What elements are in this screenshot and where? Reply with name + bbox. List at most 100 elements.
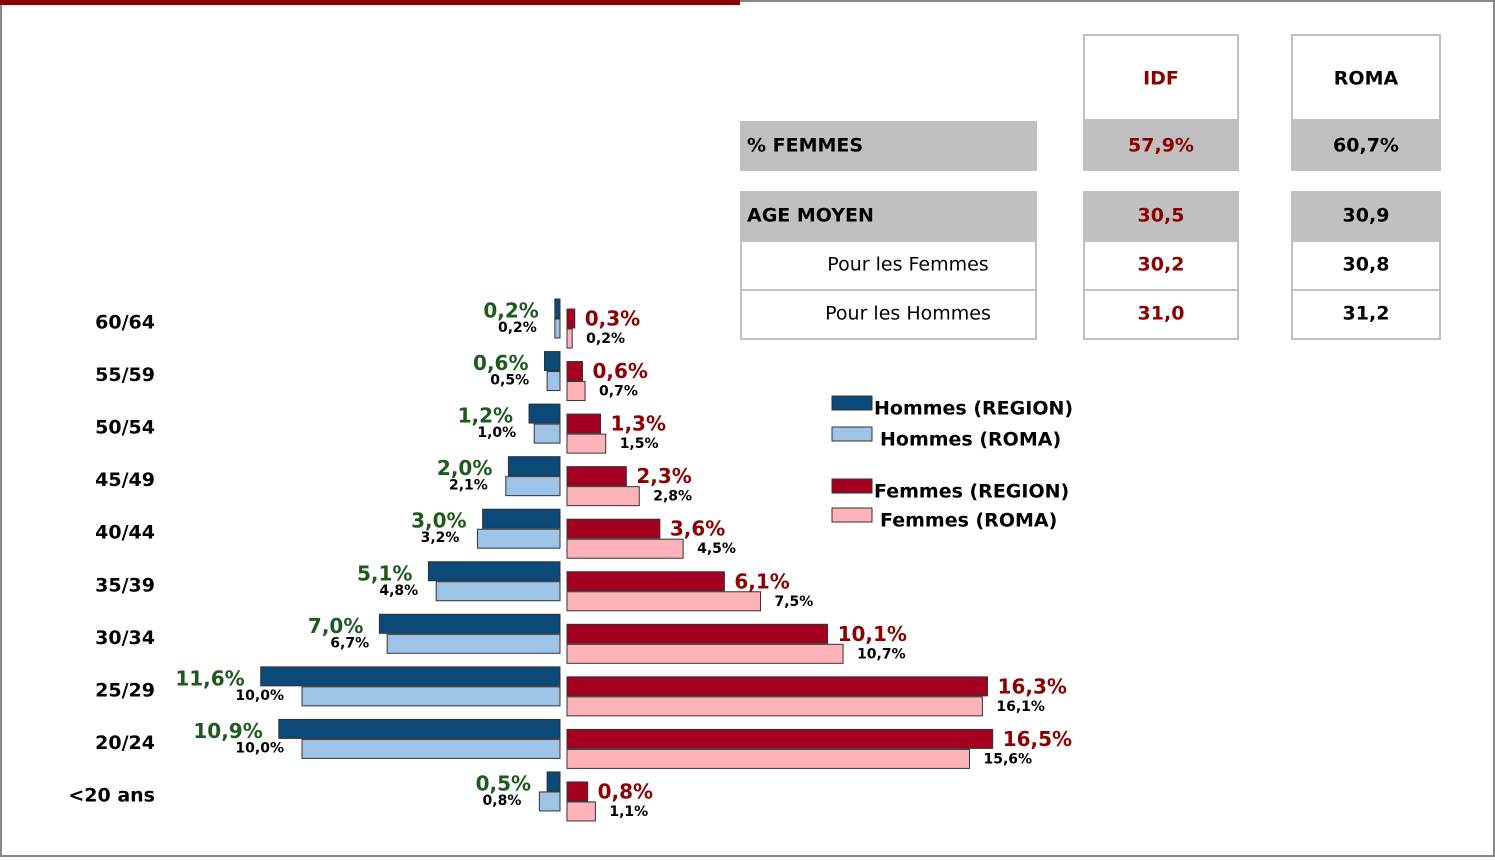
value-label: 4,5% bbox=[697, 541, 736, 557]
bar bbox=[378, 613, 561, 634]
bar bbox=[301, 738, 561, 759]
value-label: 1,2% bbox=[458, 404, 513, 428]
bar bbox=[533, 423, 561, 444]
bar bbox=[538, 791, 561, 812]
cell: 30,2 bbox=[1138, 254, 1185, 276]
legend-label: Hommes (ROMA) bbox=[880, 429, 1061, 451]
bar bbox=[386, 633, 561, 654]
legend-swatch bbox=[831, 395, 873, 411]
value-label: 0,3% bbox=[585, 307, 640, 331]
category-label: 60/64 bbox=[95, 312, 155, 334]
value-label: 7,5% bbox=[775, 594, 814, 610]
category-label: 55/59 bbox=[95, 364, 155, 386]
row-cell bbox=[740, 289, 1037, 340]
legend-swatch bbox=[831, 426, 873, 442]
table bbox=[740, 34, 1441, 340]
bar bbox=[566, 748, 970, 769]
bar bbox=[554, 318, 561, 339]
legend-swatch bbox=[831, 507, 873, 523]
row-cell bbox=[1291, 289, 1441, 340]
bar bbox=[566, 308, 576, 329]
row-cell bbox=[1083, 191, 1239, 241]
value-label: 0,2% bbox=[586, 331, 625, 347]
bar bbox=[427, 561, 561, 582]
row-cell bbox=[1083, 240, 1239, 291]
value-label: 10,7% bbox=[857, 646, 906, 662]
top-band bbox=[0, 0, 740, 5]
bar bbox=[566, 486, 640, 507]
bar bbox=[278, 718, 561, 739]
row-cell bbox=[1083, 121, 1239, 171]
legend-label: Femmes (REGION) bbox=[874, 481, 1069, 503]
value-label: 16,1% bbox=[996, 699, 1045, 715]
value-label: 11,6% bbox=[175, 666, 244, 690]
value-label: 2,3% bbox=[636, 464, 691, 488]
bar bbox=[566, 433, 607, 454]
value-label: 1,1% bbox=[609, 804, 648, 820]
value-label: 10,9% bbox=[193, 719, 262, 743]
value-label: 6,1% bbox=[734, 569, 789, 593]
value-label: 10,0% bbox=[235, 688, 284, 704]
row-cell bbox=[1083, 289, 1239, 340]
bar bbox=[301, 686, 561, 707]
bar bbox=[505, 476, 561, 497]
row-label: Pour les Hommes bbox=[825, 303, 991, 325]
cell: 60,7% bbox=[1333, 135, 1399, 157]
value-label: 0,5% bbox=[490, 373, 529, 389]
category-label: 20/24 bbox=[95, 732, 155, 754]
bar bbox=[566, 361, 583, 382]
bar bbox=[566, 676, 989, 697]
row-label: AGE MOYEN bbox=[747, 205, 874, 227]
value-label: 4,8% bbox=[379, 583, 418, 599]
value-label: 0,5% bbox=[476, 771, 531, 795]
row-label: Pour les Femmes bbox=[827, 254, 988, 276]
legend-label: Femmes (ROMA) bbox=[880, 510, 1057, 532]
bar bbox=[554, 298, 561, 319]
value-label: 0,7% bbox=[599, 384, 638, 400]
row-cell bbox=[1291, 121, 1441, 171]
bar bbox=[546, 771, 561, 792]
value-label: 0,2% bbox=[498, 320, 537, 336]
category-label: 35/39 bbox=[95, 574, 155, 596]
value-label: 0,6% bbox=[592, 359, 647, 383]
row-cell bbox=[740, 121, 1037, 171]
bar bbox=[566, 591, 761, 612]
header-cell bbox=[1291, 34, 1441, 121]
value-label: 2,0% bbox=[437, 456, 492, 480]
cell: 30,5 bbox=[1138, 205, 1185, 227]
bar bbox=[566, 328, 573, 349]
bar bbox=[566, 413, 602, 434]
legend-swatch bbox=[831, 478, 873, 494]
value-label: 1,5% bbox=[620, 436, 659, 452]
bar bbox=[566, 571, 725, 592]
category-label: 30/34 bbox=[95, 627, 155, 649]
bar bbox=[566, 801, 596, 822]
cell: 31,2 bbox=[1343, 303, 1390, 325]
bar bbox=[566, 466, 627, 487]
value-label: 16,3% bbox=[998, 674, 1067, 698]
value-label: 3,2% bbox=[421, 530, 460, 546]
value-label: 0,8% bbox=[483, 793, 522, 809]
bar bbox=[566, 518, 661, 539]
value-label: 10,0% bbox=[235, 740, 284, 756]
value-label: 3,6% bbox=[670, 517, 725, 541]
legend-label: Hommes (REGION) bbox=[874, 398, 1073, 420]
value-label: 0,6% bbox=[473, 351, 528, 375]
category-label: 25/29 bbox=[95, 679, 155, 701]
category-label: 50/54 bbox=[95, 417, 155, 439]
bar bbox=[566, 381, 586, 402]
bar bbox=[476, 528, 561, 549]
bar bbox=[566, 643, 844, 664]
value-label: 6,7% bbox=[330, 635, 369, 651]
value-label: 1,3% bbox=[611, 412, 666, 436]
value-label: 0,2% bbox=[483, 299, 538, 323]
cell: 30,9 bbox=[1343, 205, 1390, 227]
bar bbox=[566, 781, 589, 802]
category-label: <20 ans bbox=[68, 784, 155, 806]
row-label: % FEMMES bbox=[747, 135, 863, 157]
bar bbox=[260, 666, 561, 687]
value-label: 0,8% bbox=[598, 779, 653, 803]
value-label: 1,0% bbox=[477, 425, 516, 441]
